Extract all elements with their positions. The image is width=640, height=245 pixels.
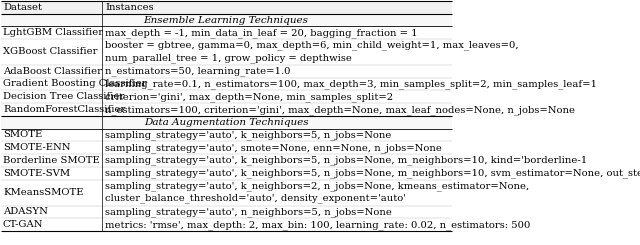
Text: Decision Tree Classifier: Decision Tree Classifier — [3, 92, 124, 101]
Text: LghtGBM Classifier: LghtGBM Classifier — [3, 28, 103, 37]
Text: Instances: Instances — [106, 3, 154, 12]
Bar — [1, 116, 452, 129]
Text: metrics: 'rmse', max_depth: 2, max_bin: 100, learning_rate: 0.02, n_estimators: : metrics: 'rmse', max_depth: 2, max_bin: … — [106, 220, 531, 230]
Text: booster = gbtree, gamma=0, max_depth=6, min_child_weight=1, max_leaves=0,: booster = gbtree, gamma=0, max_depth=6, … — [106, 40, 519, 50]
Text: Data Augmentation Techniques: Data Augmentation Techniques — [144, 118, 308, 127]
Text: sampling_strategy='auto', k_neighbors=5, n_jobs=None, m_neighbors=10, kind='bord: sampling_strategy='auto', k_neighbors=5,… — [106, 156, 588, 165]
Text: ADASYN: ADASYN — [3, 208, 48, 217]
Text: CT-GAN: CT-GAN — [3, 220, 44, 229]
Bar — [1, 14, 452, 26]
Text: SMOTE-SVM: SMOTE-SVM — [3, 169, 70, 178]
Text: SMOTE-ENN: SMOTE-ENN — [3, 143, 70, 152]
Text: AdaBoost Classifier: AdaBoost Classifier — [3, 67, 102, 76]
Text: SMOTE: SMOTE — [3, 131, 42, 139]
Bar — [1, 1, 452, 14]
Text: XGBoost Classifier: XGBoost Classifier — [3, 48, 97, 56]
Text: KMeansSMOTE: KMeansSMOTE — [3, 188, 83, 197]
Text: sampling_strategy='auto', n_neighbors=5, n_jobs=None: sampling_strategy='auto', n_neighbors=5,… — [106, 207, 392, 217]
Text: num_parallel_tree = 1, grow_policy = depthwise: num_parallel_tree = 1, grow_policy = dep… — [106, 53, 352, 62]
Text: RandomForestClassifier: RandomForestClassifier — [3, 105, 125, 114]
Text: Borderline SMOTE: Borderline SMOTE — [3, 156, 100, 165]
Text: sampling_strategy='auto', k_neighbors=5, n_jobs=None: sampling_strategy='auto', k_neighbors=5,… — [106, 130, 392, 140]
Text: cluster_balance_threshold='auto', density_exponent='auto': cluster_balance_threshold='auto', densit… — [106, 194, 406, 203]
Text: sampling_strategy='auto', smote=None, enn=None, n_jobs=None: sampling_strategy='auto', smote=None, en… — [106, 143, 442, 153]
Text: criterion='gini', max_depth=None, min_samples_split=2: criterion='gini', max_depth=None, min_sa… — [106, 92, 394, 102]
Text: learning_rate=0.1, n_estimators=100, max_depth=3, min_samples_split=2, min_sampl: learning_rate=0.1, n_estimators=100, max… — [106, 79, 597, 89]
Text: sampling_strategy='auto', k_neighbors=5, n_jobs=None, m_neighbors=10, svm_estima: sampling_strategy='auto', k_neighbors=5,… — [106, 169, 640, 178]
Text: n_estimators=50, learning_rate=1.0: n_estimators=50, learning_rate=1.0 — [106, 66, 291, 76]
Text: n_estimators=100, criterion='gini', max_depth=None, max_leaf_nodes=None, n_jobs=: n_estimators=100, criterion='gini', max_… — [106, 105, 575, 114]
Text: max_depth = -1, min_data_in_leaf = 20, bagging_fraction = 1: max_depth = -1, min_data_in_leaf = 20, b… — [106, 28, 418, 37]
Text: Dataset: Dataset — [3, 3, 42, 12]
Text: sampling_strategy='auto', k_neighbors=2, n_jobs=None, kmeans_estimator=None,: sampling_strategy='auto', k_neighbors=2,… — [106, 181, 529, 191]
Text: Gradient Boosting Classifier: Gradient Boosting Classifier — [3, 79, 147, 88]
Text: Ensemble Learning Techniques: Ensemble Learning Techniques — [143, 15, 308, 24]
